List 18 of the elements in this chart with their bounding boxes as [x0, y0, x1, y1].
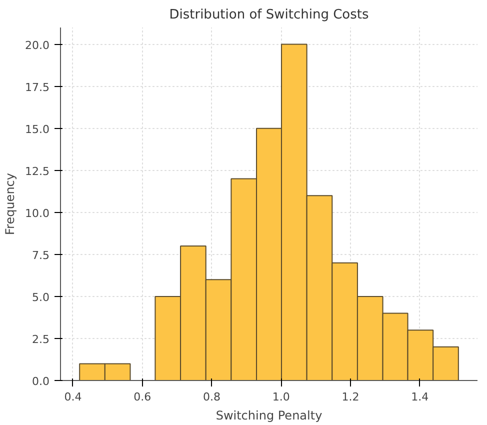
- y-axis-title: Frequency: [3, 172, 18, 235]
- chart-title: Distribution of Switching Costs: [169, 8, 369, 22]
- y-tick-label: 10.0: [25, 206, 50, 220]
- x-tick-label: 0.6: [134, 390, 152, 404]
- y-tick-label: 7.5: [32, 248, 50, 262]
- y-tick-label: 12.5: [25, 164, 50, 178]
- x-axis-title: Switching Penalty: [216, 408, 322, 422]
- y-tick-label: 5.0: [32, 290, 50, 304]
- x-tick-label: 1.4: [411, 390, 429, 404]
- y-tick-label: 2.5: [32, 332, 50, 346]
- y-tick-label: 20.0: [25, 38, 50, 52]
- y-tick-label: 0.0: [32, 375, 50, 388]
- x-tick-label: 0.8: [203, 390, 221, 404]
- x-tick-label: 0.4: [64, 390, 82, 404]
- x-tick-label: 1.0: [272, 390, 290, 404]
- y-tick-label: 17.5: [25, 80, 50, 94]
- y-tick-label: 15.0: [25, 122, 50, 136]
- x-tick-label: 1.2: [342, 390, 360, 404]
